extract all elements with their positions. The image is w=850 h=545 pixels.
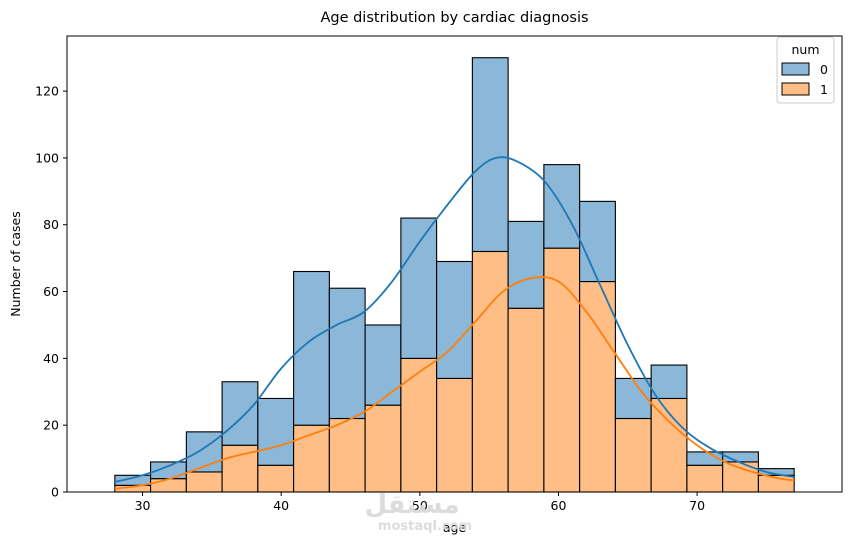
legend-label-1: 1 xyxy=(820,82,828,97)
bar-series-0 xyxy=(471,57,509,253)
bars-layer xyxy=(114,57,795,493)
watermark-url: mostaql.com xyxy=(378,519,472,534)
bar-series-1 xyxy=(686,464,724,493)
bar-series-0 xyxy=(328,287,366,420)
bar-series-0 xyxy=(579,200,616,283)
plot-frame xyxy=(66,35,843,493)
bar-series-1 xyxy=(471,250,509,493)
y-tick-label: 40 xyxy=(43,351,59,366)
kde-line-1 xyxy=(114,276,795,490)
bar-series-1 xyxy=(722,461,759,493)
watermark: مستقل mostaql.com xyxy=(364,490,472,534)
bar-series-1 xyxy=(150,478,187,493)
y-axis-label: Number of cases xyxy=(8,211,23,316)
legend-swatch-0 xyxy=(781,62,810,76)
bar-series-1 xyxy=(293,424,330,493)
x-tick-label: 40 xyxy=(273,498,289,513)
x-axis: 30 40 50 60 70 xyxy=(135,492,705,513)
x-tick-label: 30 xyxy=(135,498,151,513)
bar-series-1 xyxy=(364,404,402,493)
y-tick-label: 100 xyxy=(35,150,59,165)
y-tick-label: 120 xyxy=(35,84,59,99)
bar-series-0 xyxy=(293,270,330,426)
x-axis-label: age xyxy=(443,520,467,535)
x-tick-label: 50 xyxy=(412,498,428,513)
y-axis: 0 20 40 60 80 100 120 xyxy=(35,84,67,500)
bar-series-0 xyxy=(507,220,545,309)
bar-series-1 xyxy=(507,307,545,493)
bar-series-0 xyxy=(436,260,473,379)
bar-series-1 xyxy=(436,377,473,493)
bar-series-0 xyxy=(364,324,402,406)
kde-line-0 xyxy=(114,156,795,483)
bar-series-1 xyxy=(579,280,616,493)
y-tick-label: 20 xyxy=(43,418,59,433)
watermark-logo: مستقل xyxy=(364,490,459,520)
bar-series-0 xyxy=(257,397,295,466)
bar-series-0 xyxy=(614,377,652,420)
kde-layer xyxy=(114,156,795,490)
y-tick-label: 0 xyxy=(51,485,59,500)
y-tick-label: 60 xyxy=(43,284,59,299)
bar-series-1 xyxy=(400,357,438,493)
legend-swatch-1 xyxy=(781,82,810,96)
bar-series-0 xyxy=(400,217,438,359)
bar-series-1 xyxy=(257,464,295,493)
x-tick-label: 70 xyxy=(689,498,705,513)
y-tick-label: 80 xyxy=(43,217,59,232)
bar-series-1 xyxy=(328,417,366,493)
legend-label-0: 0 xyxy=(820,62,828,77)
bar-series-0 xyxy=(221,381,259,446)
chart-title: Age distribution by cardiac diagnosis xyxy=(320,10,588,26)
bar-series-1 xyxy=(614,417,652,493)
bar-series-1 xyxy=(185,471,223,493)
bar-series-0 xyxy=(650,364,688,400)
legend-title: num xyxy=(791,42,819,57)
x-tick-label: 60 xyxy=(551,498,567,513)
bar-series-0 xyxy=(757,468,795,476)
